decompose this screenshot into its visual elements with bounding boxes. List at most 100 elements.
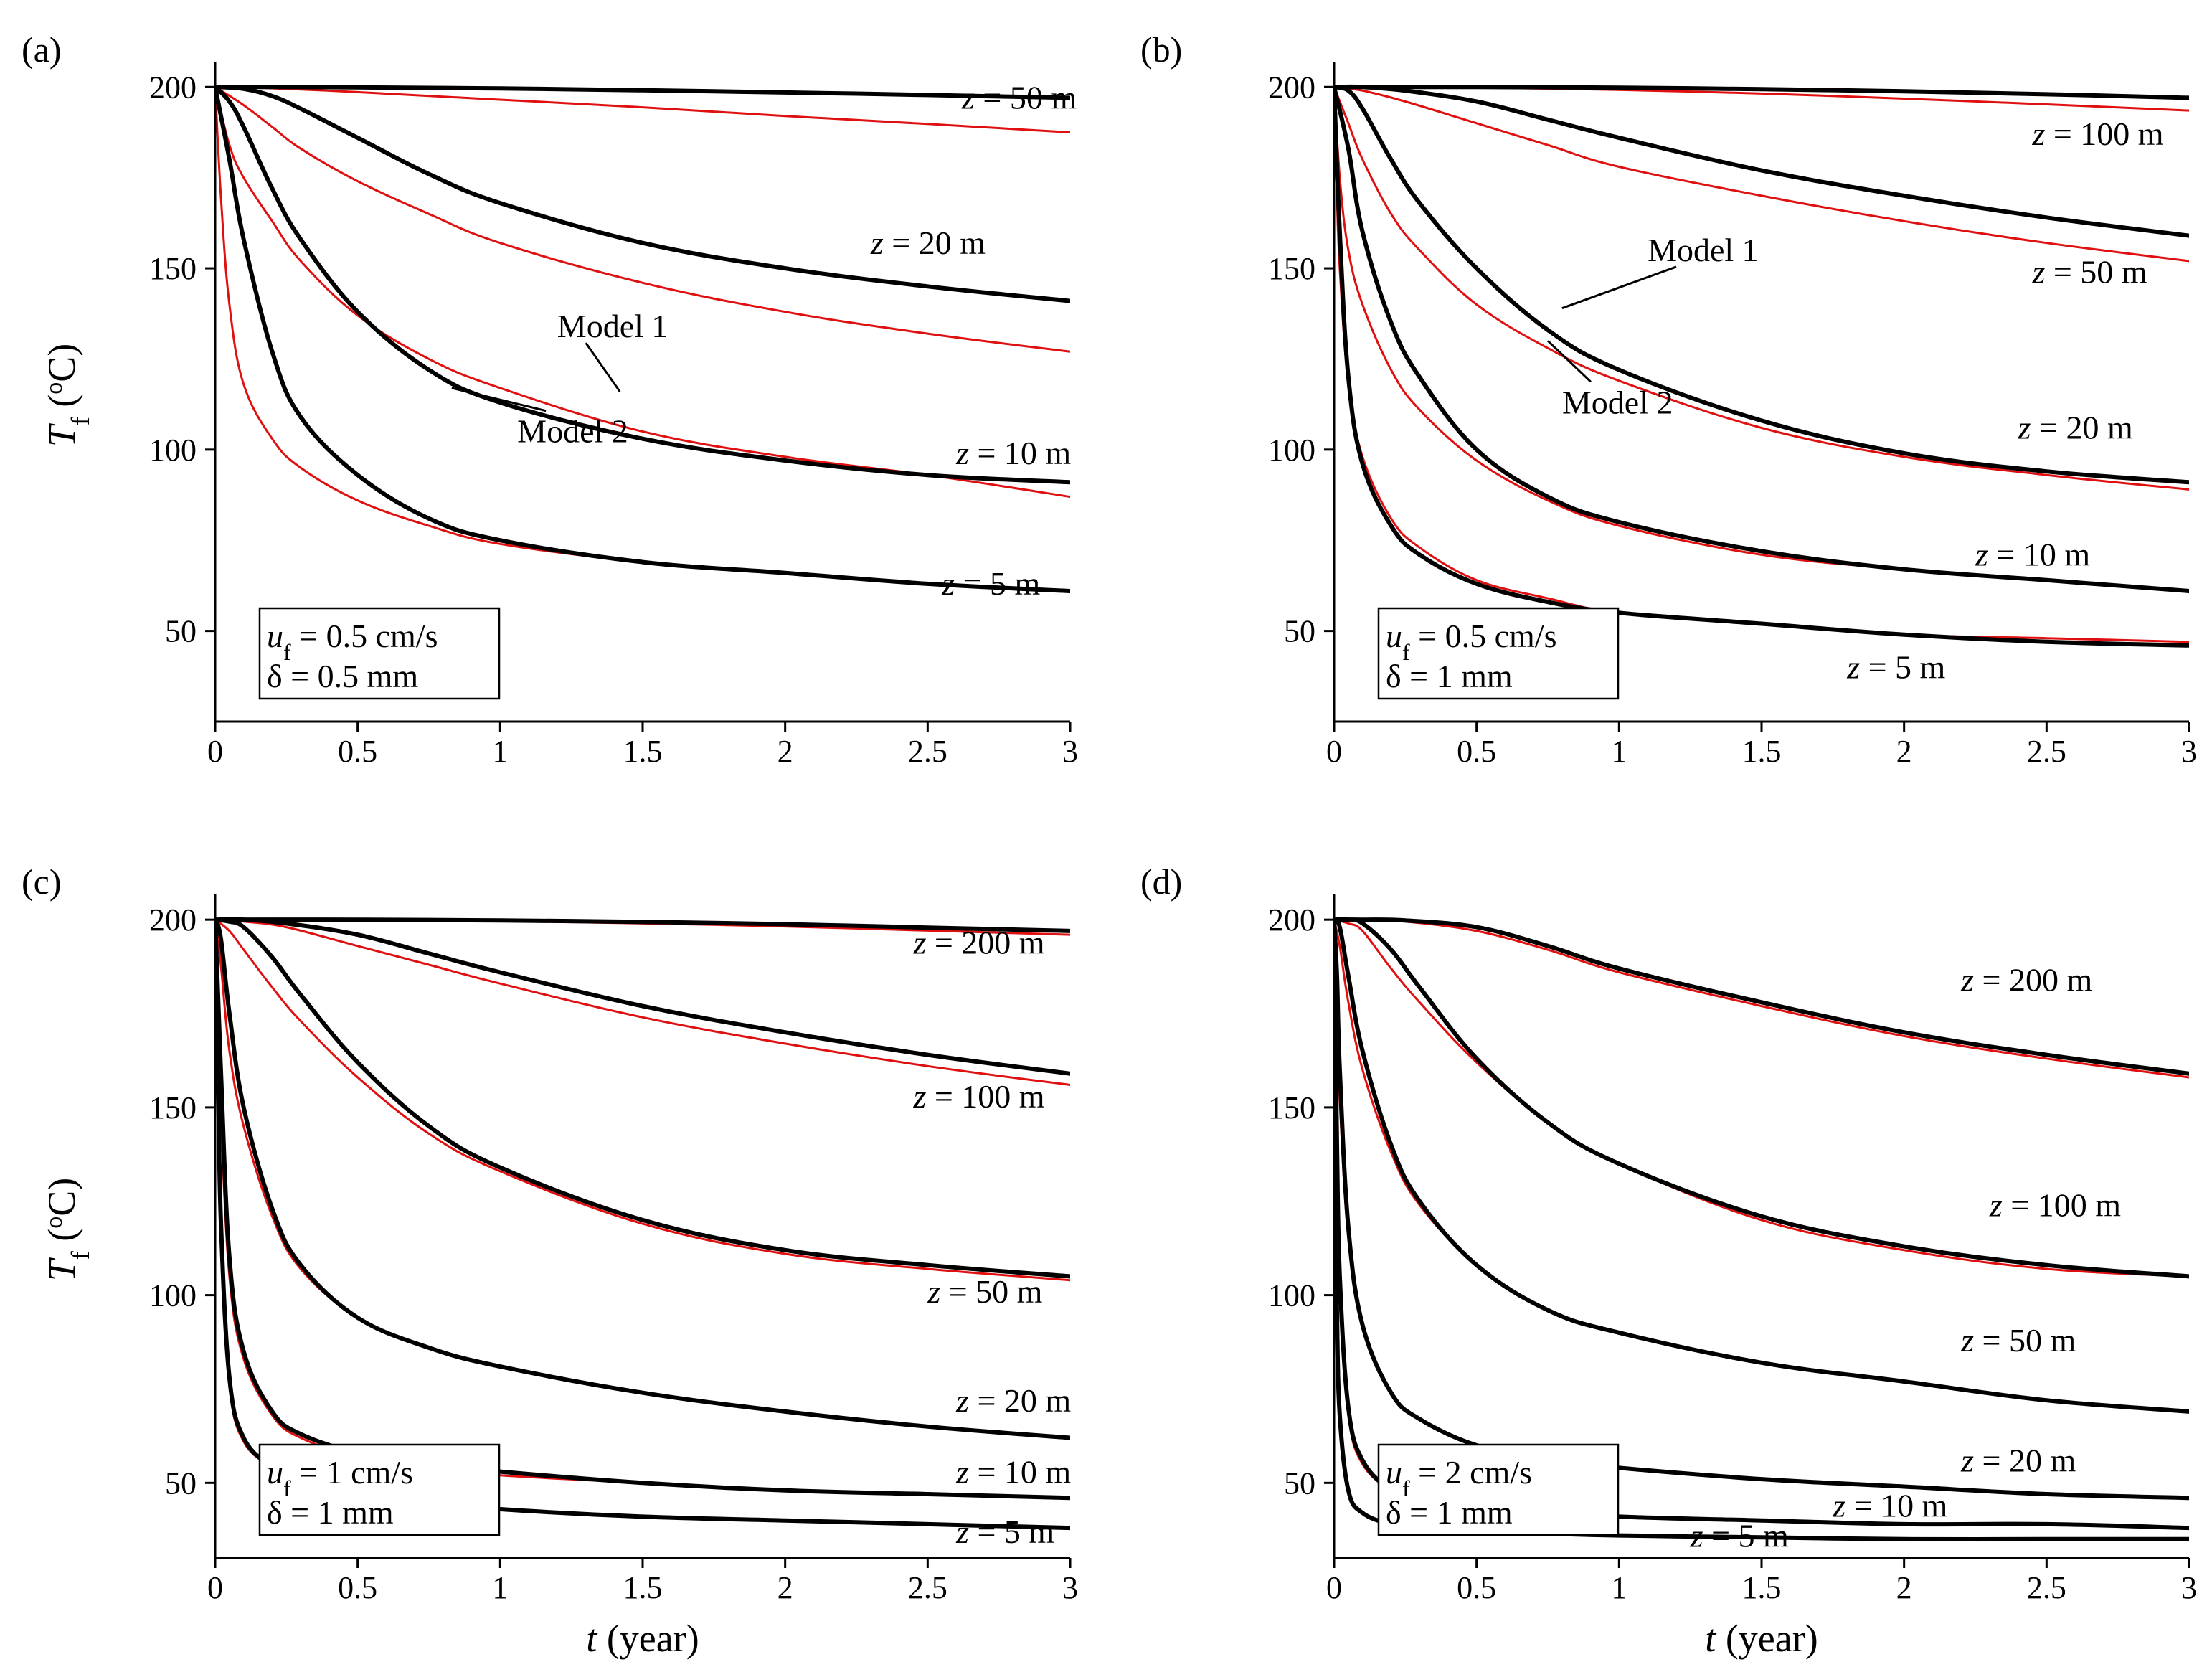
curve-label-rest: = 10 m bbox=[1988, 537, 2090, 573]
curves bbox=[215, 917, 1070, 1531]
x-tick-label: 1.5 bbox=[623, 1570, 663, 1605]
x-tick-label: 2.5 bbox=[2027, 734, 2066, 769]
params-aperture: δ = 1 mm bbox=[267, 1494, 394, 1531]
curves bbox=[1334, 84, 2189, 648]
x-tick-label: 3 bbox=[1062, 734, 1078, 769]
curve-label-rest: = 50 m bbox=[2045, 253, 2147, 290]
params-velocity-value: = 2 cm/s bbox=[1410, 1454, 1532, 1491]
x-axis-title: t (year) bbox=[1705, 1617, 1818, 1660]
curve-label: z = 200 m bbox=[912, 924, 1044, 960]
params-velocity: uf = 0.5 cm/s bbox=[267, 618, 438, 665]
series-line-model1-model-1-z-200-m bbox=[1334, 917, 2189, 1076]
curve-label-var: z bbox=[1960, 1322, 1974, 1359]
x-tick-label: 2 bbox=[777, 734, 793, 769]
y-tick-label: 200 bbox=[149, 902, 197, 938]
y-axis-title-degree: o bbox=[41, 382, 67, 395]
curve-label-rest: = 10 m bbox=[969, 1453, 1071, 1490]
model-annotation: Model 1 bbox=[557, 308, 668, 344]
curve-label: z = 5 m bbox=[955, 1513, 1054, 1550]
curve-label-var: z bbox=[1989, 1187, 2003, 1224]
params-velocity-symbol: u bbox=[267, 618, 283, 654]
series-line-model1-model-1-z-10-m bbox=[1334, 85, 2189, 593]
series-line-model1-model-1-z-100-m bbox=[215, 917, 1070, 1076]
params-velocity-value: = 0.5 cm/s bbox=[1410, 618, 1557, 654]
x-axis-title-symbol: t bbox=[1705, 1617, 1717, 1660]
y-axis-title-unit-open: ( bbox=[40, 395, 83, 417]
y-tick-label: 200 bbox=[149, 70, 197, 105]
y-tick-label: 50 bbox=[1284, 614, 1315, 649]
y-tick-label: 50 bbox=[165, 1465, 197, 1501]
params-velocity-symbol: u bbox=[1386, 618, 1402, 654]
curve-label-var: z bbox=[1690, 1517, 1703, 1554]
curve-label-rest: = 20 m bbox=[884, 225, 986, 261]
curve-label-var: z bbox=[1975, 537, 1988, 573]
y-axis-title-unit-close: C) bbox=[40, 1178, 83, 1217]
y-tick-label: 100 bbox=[1268, 1278, 1315, 1313]
curve-label-rest: = 10 m bbox=[969, 435, 1071, 471]
curve-label: z = 200 m bbox=[1960, 962, 2092, 998]
y-axis-title-subscript: f bbox=[66, 417, 95, 425]
model-annotation: Model 1 bbox=[1648, 232, 1759, 268]
series-line-model2-model-2-z-200-m bbox=[1334, 918, 2189, 1079]
curves bbox=[215, 85, 1070, 593]
params-aperture: δ = 1 mm bbox=[1386, 1494, 1513, 1531]
x-axis-title: t (year) bbox=[586, 1617, 699, 1660]
x-tick-label: 0 bbox=[1326, 1570, 1342, 1605]
curve-label: z = 20 m bbox=[955, 1382, 1071, 1419]
series-line-model1-model-1-z-50-m bbox=[215, 917, 1070, 1279]
curve-label-rest: = 5 m bbox=[1703, 1517, 1789, 1554]
x-tick-label: 1 bbox=[492, 734, 508, 769]
params-velocity-subscript: f bbox=[1402, 639, 1410, 665]
curve-label-var: z bbox=[961, 80, 975, 116]
y-tick-label: 100 bbox=[149, 1278, 197, 1313]
x-tick-label: 0.5 bbox=[338, 1570, 377, 1605]
series-line-model1-model-1-z-50-m bbox=[215, 85, 1070, 100]
x-axis-title-symbol: t bbox=[586, 1617, 598, 1660]
y-tick-label: 150 bbox=[1268, 1090, 1315, 1125]
y-tick-label: 150 bbox=[1268, 251, 1315, 286]
panel-label: (c) bbox=[22, 861, 62, 902]
y-axis-title-unit-close: C) bbox=[40, 344, 83, 382]
curve-label: z = 20 m bbox=[1960, 1442, 2076, 1479]
x-tick-label: 0.5 bbox=[338, 734, 377, 769]
x-tick-label: 1.5 bbox=[1742, 1570, 1782, 1605]
x-tick-label: 1 bbox=[1611, 1570, 1627, 1605]
curve-label-var: z bbox=[955, 1513, 969, 1550]
params-velocity-subscript: f bbox=[283, 639, 291, 665]
curve-label-rest: = 100 m bbox=[926, 1078, 1044, 1115]
curve-label-rest: = 10 m bbox=[1845, 1487, 1947, 1524]
curve-label: z = 50 m bbox=[1960, 1322, 2076, 1359]
params-velocity-value: = 0.5 cm/s bbox=[291, 618, 438, 654]
series-line-model1-model-1-z-20-m bbox=[215, 917, 1070, 1440]
series-line-model1-model-1-z-200-m bbox=[215, 917, 1070, 933]
params-box bbox=[1377, 607, 1620, 700]
x-tick-label: 1 bbox=[1611, 734, 1627, 769]
curve-label: z = 5 m bbox=[1846, 648, 1945, 685]
x-tick-label: 3 bbox=[2181, 1570, 2197, 1605]
series-line-model2-model-2-z-10-m bbox=[1334, 918, 2189, 1529]
curve-label: z = 5 m bbox=[941, 565, 1040, 602]
series-line-model1-model-1-z-100-m bbox=[1334, 917, 2189, 1279]
params-aperture: δ = 1 mm bbox=[1386, 658, 1513, 694]
params-velocity-subscript: f bbox=[283, 1475, 291, 1501]
x-tick-label: 2.5 bbox=[908, 734, 947, 769]
series-line-model1-model-1-z-50-m bbox=[1334, 917, 2189, 1414]
curve-label-var: z bbox=[955, 1453, 969, 1490]
series-line-model2-model-2-z-50-m bbox=[215, 918, 1070, 1282]
panel-label: (a) bbox=[22, 29, 62, 70]
x-tick-label: 1 bbox=[492, 1570, 508, 1605]
series-line-model1-model-1-z-10-m bbox=[215, 85, 1070, 485]
curve-label: z = 50 m bbox=[927, 1273, 1042, 1310]
curve-label-rest: = 20 m bbox=[969, 1382, 1071, 1419]
annotation-leader-line bbox=[1561, 265, 1677, 310]
model-annotation: Model 2 bbox=[517, 413, 628, 450]
curve-label-var: z bbox=[2018, 410, 2031, 446]
curve-label-var: z bbox=[1832, 1487, 1845, 1524]
curve-label-var: z bbox=[955, 435, 969, 471]
y-tick-label: 200 bbox=[1268, 70, 1315, 105]
series-line-model2-model-2-z-20-m bbox=[1334, 85, 2189, 491]
x-tick-label: 1.5 bbox=[623, 734, 663, 769]
y-tick-label: 150 bbox=[149, 1090, 197, 1125]
params-velocity: uf = 0.5 cm/s bbox=[1386, 618, 1556, 665]
